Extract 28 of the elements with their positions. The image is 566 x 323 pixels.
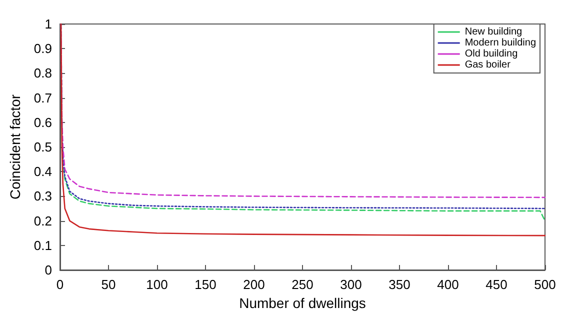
y-axis-title: Coincident factor <box>7 94 23 200</box>
legend-label: New building <box>464 26 522 38</box>
y-tick-label: 0.9 <box>34 41 52 56</box>
x-tick-label: 350 <box>388 277 410 292</box>
legend-label: Modern building <box>464 38 536 48</box>
x-tick-label: 300 <box>340 277 362 292</box>
y-tick-label: 0.4 <box>34 164 52 180</box>
x-axis-title: Number of dwellings <box>239 295 366 311</box>
x-tick-label: 0 <box>56 277 64 292</box>
y-tick-label: 0 <box>44 262 52 278</box>
x-tick-label: 150 <box>194 277 216 292</box>
x-tick-label: 200 <box>243 277 265 292</box>
legend-label: Gas boiler <box>464 60 512 70</box>
x-tick-label: 50 <box>101 277 116 292</box>
x-tick-label: 450 <box>486 277 508 292</box>
y-tick-label: 0.3 <box>34 188 52 204</box>
x-tick-label: 250 <box>292 277 314 292</box>
y-tick-label: 0.5 <box>34 140 52 154</box>
x-tick-label: 500 <box>534 277 556 292</box>
x-tick-label: 100 <box>146 277 168 292</box>
x-tick-label: 400 <box>437 277 459 292</box>
y-tick-label: 0.7 <box>34 90 52 106</box>
y-tick-label: 0.6 <box>34 114 52 130</box>
y-tick-label: 0.2 <box>34 213 52 228</box>
y-tick-label: 1 <box>44 16 52 32</box>
y-tick-label: 0.1 <box>34 238 52 253</box>
legend-label: Old building <box>464 48 518 60</box>
y-tick-label: 0.8 <box>34 66 52 81</box>
